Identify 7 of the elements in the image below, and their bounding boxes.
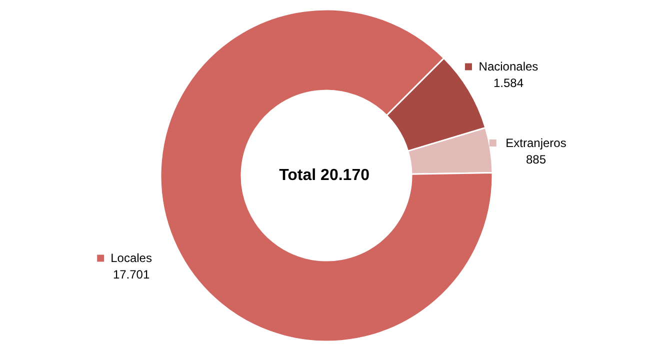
data-label: 1.584 (493, 76, 524, 90)
legend-label: Locales (110, 251, 152, 266)
legend-label: Extranjeros (506, 136, 566, 150)
data-label: 17.701 (112, 268, 150, 282)
data-label: 885 (526, 152, 546, 166)
legend-label: Nacionales (478, 60, 538, 74)
text: Total 20.170 (279, 167, 370, 184)
